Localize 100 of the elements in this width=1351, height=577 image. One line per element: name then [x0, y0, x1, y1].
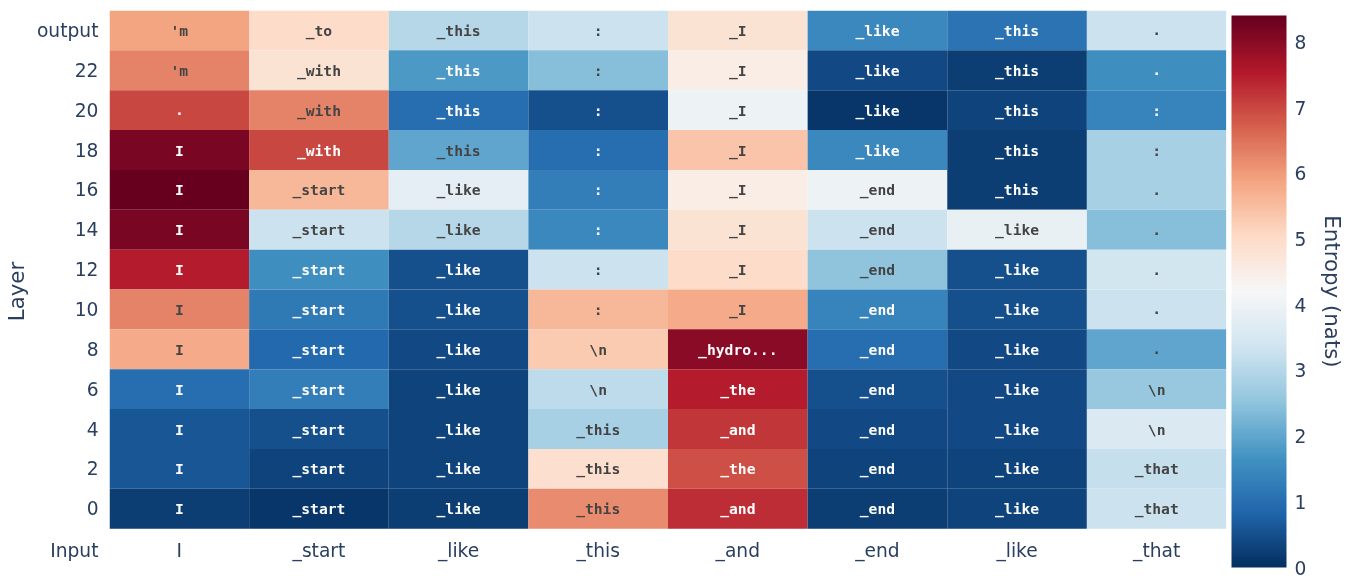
x-tick-label: _like: [995, 540, 1038, 563]
data-label: _that: [1134, 500, 1179, 519]
y-tick-label: 16: [74, 179, 99, 201]
data-label: _like: [436, 221, 481, 240]
data-label: :: [593, 101, 603, 119]
data-label: _like: [995, 300, 1040, 319]
data-label: _I: [728, 300, 747, 319]
data-label: .: [1152, 61, 1162, 79]
data-label: _end: [859, 181, 896, 200]
data-label: _I: [728, 141, 747, 160]
data-label: .: [174, 101, 184, 119]
data-label: _with: [296, 61, 341, 80]
data-label: _end: [859, 380, 896, 399]
data-label: _this: [995, 141, 1040, 160]
y-tick-label: 6: [86, 378, 99, 400]
data-label: _like: [855, 21, 900, 40]
data-label: .: [1152, 21, 1162, 39]
data-label: _like: [995, 340, 1040, 359]
data-label: :: [593, 61, 603, 79]
data-label: _start: [292, 181, 346, 200]
data-label: _I: [728, 101, 747, 120]
data-label: _like: [436, 340, 481, 359]
data-label: _this: [436, 141, 481, 160]
x-tick-label: _this: [575, 540, 620, 563]
data-label: _like: [436, 380, 481, 399]
data-label: \n: [589, 340, 608, 358]
y-axis-title: Layer: [3, 261, 29, 322]
data-label: :: [593, 300, 603, 318]
data-label: I: [174, 141, 184, 159]
y-tick-label: 22: [74, 59, 99, 81]
x-tick-label: _that: [1132, 540, 1181, 563]
color-bar-title: Entropy (nats): [1319, 215, 1345, 368]
data-label: _this: [576, 420, 621, 439]
color-bar-label: 3: [1294, 360, 1307, 382]
data-label: _with: [296, 101, 341, 120]
data-label: _end: [859, 460, 896, 479]
data-label: _the: [720, 460, 756, 479]
data-label: _like: [436, 181, 481, 200]
y-tick-label: 10: [74, 298, 99, 320]
data-label: _this: [995, 101, 1040, 120]
data-label: I: [174, 460, 184, 478]
x-axis-title: Input: [50, 540, 99, 562]
color-bar-label: 8: [1294, 31, 1307, 53]
y-tick-label: 14: [74, 219, 99, 241]
data-label: I: [174, 340, 184, 358]
data-label: _like: [436, 500, 481, 519]
x-tick-label: _end: [854, 540, 900, 563]
data-label: \n: [589, 380, 608, 398]
data-label: .: [1152, 220, 1162, 238]
data-label: _end: [859, 420, 896, 439]
data-label: _like: [436, 420, 481, 439]
data-label: _start: [292, 500, 346, 519]
data-label: _start: [292, 460, 346, 479]
x-tick-label: _and: [714, 540, 761, 563]
data-label: .: [1152, 300, 1162, 318]
data-label: _this: [995, 21, 1040, 40]
y-tick-label: 12: [74, 259, 99, 281]
y-tick-label: 2: [86, 458, 99, 480]
data-label: :: [593, 21, 603, 39]
y-tick-label: 18: [74, 139, 99, 161]
data-label: _start: [292, 261, 346, 280]
data-label: _this: [436, 21, 481, 40]
data-label: _start: [292, 340, 346, 359]
data-label: :: [593, 221, 603, 239]
data-label: _end: [859, 261, 896, 280]
data-label: _I: [728, 61, 747, 80]
data-label: _and: [720, 500, 756, 519]
color-bar-label: 1: [1294, 491, 1307, 513]
data-label: .: [1152, 260, 1162, 278]
data-label: _end: [859, 340, 896, 359]
x-tick-label: _like: [436, 540, 480, 563]
data-label: _like: [995, 221, 1040, 240]
data-label: _end: [859, 500, 896, 519]
data-label: :: [593, 141, 603, 159]
data-label: _end: [859, 221, 896, 240]
data-label: .: [1152, 180, 1162, 198]
color-bar-label: 4: [1294, 294, 1307, 316]
data-label: I: [174, 380, 184, 398]
color-bar-label: 5: [1294, 228, 1307, 250]
data-label: _the: [720, 380, 756, 399]
data-label: _with: [296, 141, 341, 160]
data-label: _this: [995, 61, 1040, 80]
data-label: I: [174, 300, 184, 318]
color-bar-label: 2: [1294, 426, 1307, 448]
color-bar-label: 7: [1294, 97, 1307, 119]
data-label: _this: [576, 460, 621, 479]
data-label: \n: [1147, 380, 1166, 398]
data-label: _like: [436, 300, 481, 319]
data-label: _I: [728, 261, 747, 280]
data-label: _start: [292, 221, 346, 240]
data-label: :: [593, 261, 603, 279]
y-tick-label: 4: [86, 418, 99, 440]
data-label: _end: [859, 300, 896, 319]
data-label: \n: [1147, 420, 1166, 438]
data-label: _and: [720, 420, 756, 439]
data-label: _like: [436, 261, 481, 280]
x-tick-label: _start: [291, 540, 346, 563]
data-label: _this: [436, 61, 481, 80]
data-label: I: [174, 500, 184, 518]
data-label: _start: [292, 420, 346, 439]
